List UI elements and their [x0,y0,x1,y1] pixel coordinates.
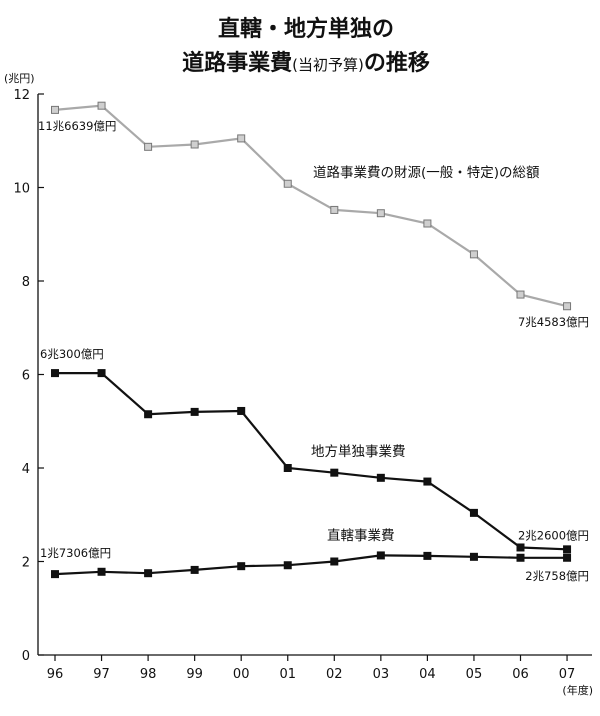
y-tick-label: 12 [13,88,30,103]
y-tick-label: 10 [13,182,30,197]
data-point [144,410,153,419]
data-point [516,543,525,552]
value-annotation: 7兆4583億円 [518,315,589,329]
series-group [51,101,572,579]
chart-title-end: の推移 [364,50,430,76]
x-tick-label: 98 [140,667,157,682]
data-point [283,561,292,570]
chart-title-line1: 直轄・地方単独の [218,16,394,42]
y-ticks: 0 2 4 6 8 10 12 [13,88,44,664]
y-tick-label: 4 [22,462,30,477]
data-point [469,250,478,259]
series-line [55,372,568,551]
data-point [97,101,106,110]
series-name-label: 直轄事業費 [327,528,395,544]
annotations: 11兆6639億円 7兆4583億円 6兆300億円 2兆2600億円 1兆7306億円… [38,119,589,583]
value-annotation: 6兆300億円 [40,347,104,361]
data-point [376,473,385,482]
x-tick-label: 05 [466,667,483,682]
data-point [563,545,572,554]
value-annotation: 2兆758億円 [525,569,589,583]
data-point [516,290,525,299]
x-tick-label: 00 [233,667,250,682]
chart-title-main: 道路事業費 [182,50,292,76]
x-tick-label: 96 [47,667,64,682]
data-point [330,557,339,566]
data-point [423,551,432,560]
data-point [237,562,246,571]
data-point [563,302,572,311]
y-tick-label: 0 [22,649,30,664]
data-point [563,553,572,562]
y-axis-unit: (兆円) [4,72,35,85]
value-annotation: 11兆6639億円 [38,119,116,133]
x-tick-label: 04 [419,667,436,682]
data-point [423,219,432,228]
series-line [54,104,568,308]
data-point [51,570,59,579]
data-point [516,553,525,562]
data-point [469,508,478,517]
data-point [97,567,106,576]
x-tick-label: 03 [373,667,390,682]
x-tick-label: 01 [279,667,296,682]
chart-title-line2: 道路事業費(当初予算)の推移 [182,50,430,76]
data-point [144,142,153,151]
series-name-label: 道路事業費の財源(一般・特定)の総額 [313,165,540,181]
x-tick-label: 97 [93,667,110,682]
y-tick-label: 6 [22,369,30,384]
value-annotation: 1兆7306億円 [40,546,111,560]
data-point [190,407,199,416]
series-line [54,554,567,576]
data-point [423,477,432,486]
data-point [283,179,292,188]
data-point [51,369,59,378]
data-point [190,565,199,574]
data-point [330,205,339,214]
y-tick-label: 8 [22,275,30,290]
data-point [376,551,385,560]
x-axis-unit: (年度) [562,683,593,697]
data-point [283,464,292,472]
data-point [144,569,153,578]
data-point [190,140,199,149]
data-point [376,209,385,218]
x-tick-label: 07 [559,667,576,682]
x-ticks: 96 97 98 99 00 01 02 03 04 05 06 07 [47,655,576,682]
y-tick-label: 2 [22,556,30,571]
chart-title-paren: (当初予算) [292,56,364,74]
data-point [51,105,59,114]
x-tick-label: 02 [326,667,343,682]
data-point [237,134,246,143]
x-tick-label: 99 [186,667,203,682]
data-point [469,552,478,561]
value-annotation: 2兆2600億円 [518,528,589,542]
series-name-label: 地方単独事業費 [311,444,406,460]
data-point [237,406,246,415]
data-point [330,468,339,477]
x-tick-label: 06 [512,667,529,682]
data-point [97,369,106,378]
